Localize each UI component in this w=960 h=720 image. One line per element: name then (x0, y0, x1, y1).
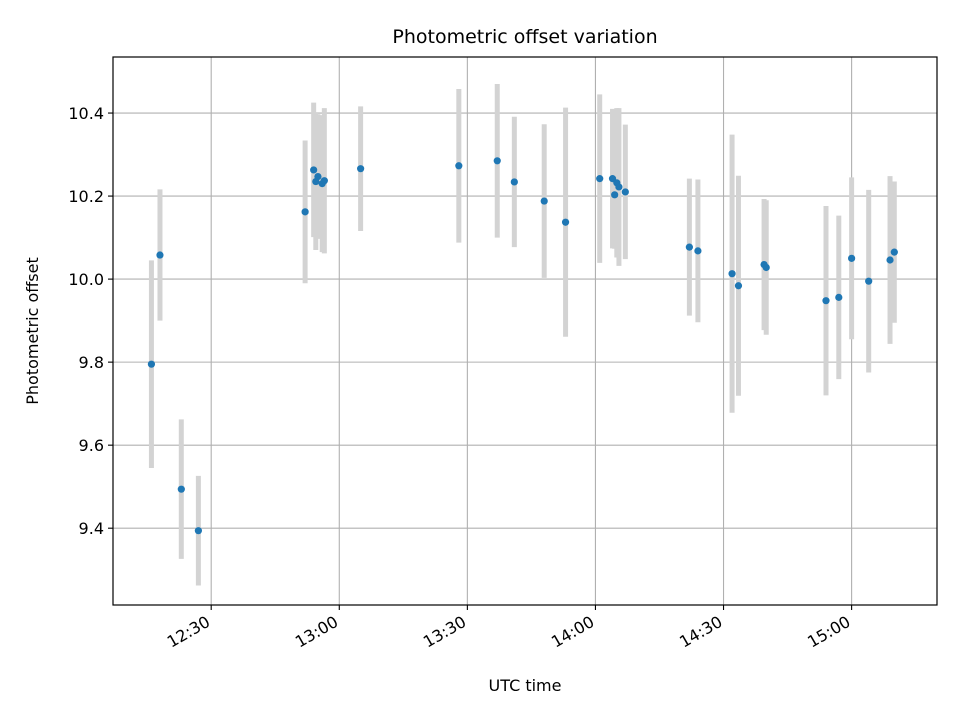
data-points (147, 157, 898, 535)
data-point (886, 256, 894, 264)
chart-title: Photometric offset variation (392, 26, 657, 48)
data-point (455, 162, 463, 170)
data-point (694, 247, 702, 255)
data-point (510, 178, 518, 186)
data-point (320, 177, 328, 185)
data-point (890, 248, 898, 256)
data-point (728, 270, 736, 278)
data-point (822, 297, 830, 305)
y-tick-label: 10.4 (68, 104, 104, 123)
data-point (621, 188, 629, 196)
data-point (561, 218, 570, 226)
data-point (762, 263, 770, 272)
data-point (540, 197, 548, 205)
data-point (685, 243, 693, 251)
data-point (835, 293, 843, 301)
x-axis-label: UTC time (489, 676, 562, 695)
y-tick-label: 9.6 (79, 436, 104, 455)
data-point (156, 251, 164, 259)
data-point (848, 254, 856, 262)
data-point (596, 175, 604, 183)
data-point (493, 157, 501, 165)
y-tick-label: 10.2 (68, 187, 104, 206)
data-point (734, 282, 743, 290)
data-point (357, 165, 365, 173)
data-point (147, 360, 156, 368)
data-point (615, 183, 623, 191)
data-point (194, 527, 202, 535)
data-point (611, 191, 619, 199)
data-point (177, 485, 185, 493)
y-tick-label: 9.4 (79, 519, 104, 538)
data-point (865, 277, 873, 285)
y-axis-label: Photometric offset (23, 257, 42, 405)
plot-frame (112, 56, 938, 606)
data-point (314, 172, 322, 181)
data-point (301, 208, 309, 216)
y-axis-ticks: 9.4 9.6 9.8 10.0 10.2 10.4 (68, 104, 113, 538)
data-point (310, 166, 318, 174)
y-tick-label: 10.0 (68, 270, 104, 289)
y-tick-label: 9.8 (79, 353, 104, 372)
